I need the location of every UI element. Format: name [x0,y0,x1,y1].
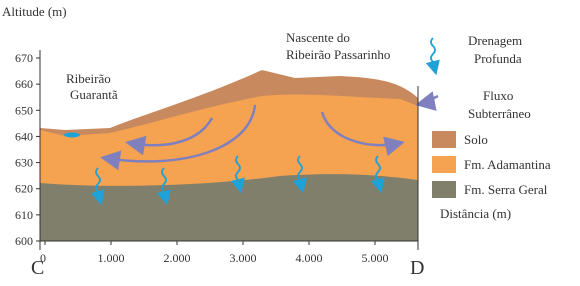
x-tick-label: 4.000 [296,251,323,265]
legend-label: Solo [464,132,488,147]
y-tick-label: 640 [15,129,33,143]
annotation: Ribeirão [66,71,111,86]
annotation: Fluxo [483,88,513,103]
y-tick-label: 630 [15,156,33,170]
x-tick-label: 2.000 [164,251,191,265]
legend-swatch [432,131,456,148]
x-tick-label: 5.000 [362,251,389,265]
annotation: Ribeirão Passarinho [286,47,390,62]
annotation: Nascente do [286,30,350,45]
legend-swatch [432,156,456,173]
annotation: Guarantã [70,87,118,102]
annotation: Drenagem [468,33,522,48]
y-tick-label: 620 [15,182,33,196]
legend-label: Fm. Adamantina [464,157,551,172]
legend-label: Fm. Serra Geral [464,182,548,197]
y-tick-label: 650 [15,103,33,117]
y-tick-label: 660 [15,77,33,91]
annotation: Profunda [474,51,522,66]
y-tick-label: 600 [15,234,33,248]
annotation: Subterrâneo [468,106,531,121]
river [64,133,80,138]
legend-swatch [432,181,456,198]
y-tick-label: 670 [15,51,33,65]
point-c: C [31,257,44,279]
x-tick-label: 3.000 [230,251,257,265]
cross-section: 60061062063064065066067001.0002.0003.000… [0,0,580,286]
point-d: D [410,257,424,279]
y-label: Altitude (m) [2,4,67,19]
x-tick-label: 1.000 [98,251,125,265]
x-label: Distância (m) [440,206,511,221]
y-tick-label: 610 [15,208,33,222]
